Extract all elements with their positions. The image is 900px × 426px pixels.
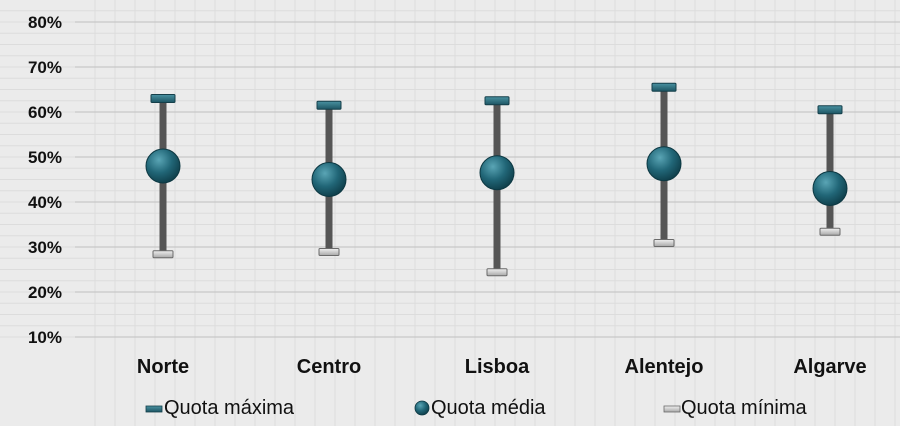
legend-min-swatch xyxy=(663,405,681,413)
mean-marker xyxy=(646,146,682,182)
y-tick-label: 70% xyxy=(28,58,62,77)
legend-mean-label: Quota média xyxy=(431,397,546,419)
category-label: Algarve xyxy=(793,356,866,378)
min-marker xyxy=(653,239,675,247)
legend: Quota máxima Quota média Quota mínima xyxy=(145,397,807,419)
category-label: Centro xyxy=(297,356,361,378)
y-tick-label: 80% xyxy=(28,13,62,32)
legend-max-label: Quota máxima xyxy=(164,397,295,419)
mean-marker xyxy=(145,148,181,184)
y-tick-label: 50% xyxy=(28,148,62,167)
mean-marker xyxy=(311,162,347,197)
legend-max-swatch xyxy=(145,405,163,413)
y-tick-label: 10% xyxy=(28,328,62,347)
mean-marker xyxy=(479,155,515,191)
mean-marker xyxy=(812,171,848,206)
x-axis: Norte Centro Lisboa Alentejo Algarve xyxy=(137,356,867,378)
y-tick-label: 20% xyxy=(28,283,62,302)
category-label: Norte xyxy=(137,356,189,378)
min-marker xyxy=(486,268,508,277)
y-axis: 10% 20% 30% 40% 50% 60% 70% 80% xyxy=(28,13,62,347)
y-tick-label: 60% xyxy=(28,103,62,122)
max-marker xyxy=(316,100,342,110)
max-marker xyxy=(817,105,843,115)
min-marker xyxy=(152,250,174,259)
max-marker xyxy=(651,82,677,92)
legend-min-label: Quota mínima xyxy=(681,397,807,419)
max-marker xyxy=(150,94,176,103)
legend-mean-swatch xyxy=(414,400,430,416)
y-tick-label: 30% xyxy=(28,238,62,257)
max-marker xyxy=(484,96,510,106)
markers xyxy=(145,82,848,277)
min-marker xyxy=(318,248,340,256)
category-label: Lisboa xyxy=(465,356,530,378)
y-tick-label: 40% xyxy=(28,193,62,212)
min-marker xyxy=(819,227,841,236)
category-label: Alentejo xyxy=(625,356,704,378)
